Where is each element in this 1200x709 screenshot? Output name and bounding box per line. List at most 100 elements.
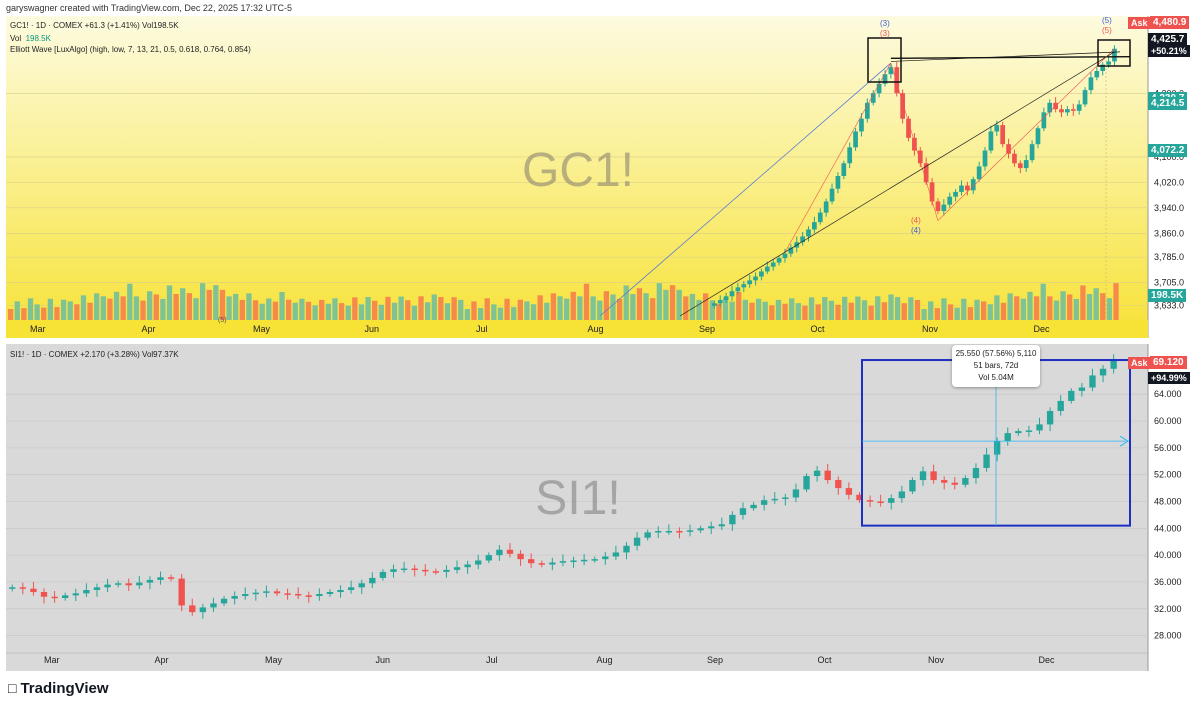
- silver-candle: [51, 596, 58, 599]
- silver-symbol-line[interactable]: SI1! · 1D · COMEX +2.170 (+3.28%) Vol97.…: [10, 350, 179, 359]
- gold-chart[interactable]: 4,300.04,100.04,020.03,940.03,860.03,785…: [0, 16, 1200, 338]
- gold-volume-bar: [279, 291, 285, 320]
- gold-volume-bar: [160, 298, 166, 320]
- silver-candle: [941, 480, 948, 483]
- silver-candle: [1015, 431, 1022, 434]
- silver-candle: [633, 537, 641, 546]
- gold-price-tag: 4,214.5: [1148, 97, 1188, 110]
- tradingview-brand[interactable]: □ TradingView: [8, 680, 109, 697]
- gold-volume-bar: [1093, 288, 1099, 320]
- measure-line-2: 51 bars, 72d: [973, 361, 1019, 370]
- gold-candle: [747, 280, 753, 285]
- gold-last-price: 4,425.7: [1148, 33, 1188, 46]
- gold-pct-change: +50.21%: [1148, 45, 1190, 57]
- gold-volume-bar: [34, 304, 40, 320]
- gold-x-tick-label: Jun: [365, 324, 380, 334]
- gold-volume-bar: [676, 289, 682, 320]
- silver-candle: [157, 577, 164, 580]
- gold-volume-bar: [517, 299, 523, 320]
- silver-candle: [443, 569, 450, 572]
- silver-candle: [411, 568, 418, 571]
- gold-vol-line: Vol 198.5K: [10, 34, 51, 43]
- gold-volume-bar: [259, 303, 265, 320]
- gold-candle: [994, 125, 1000, 132]
- wave4-blue-label: (4): [911, 226, 921, 235]
- silver-candle: [771, 498, 778, 501]
- gold-volume-bar: [762, 301, 768, 320]
- measure-arrow-head: [1119, 435, 1129, 447]
- gold-candle: [1059, 109, 1064, 113]
- silver-candle: [422, 569, 429, 572]
- gold-volume-bar: [643, 293, 649, 320]
- silver-candle: [782, 497, 789, 499]
- gold-candle: [776, 258, 782, 263]
- silver-candle: [1046, 410, 1054, 425]
- silver-ask-label: Ask: [1128, 357, 1151, 369]
- gold-volume-bar: [199, 283, 206, 320]
- gold-candle: [1035, 128, 1041, 145]
- silver-chart[interactable]: 64.000 60.000 56.000 52.000 48.000 44.000 40.0…: [0, 344, 1200, 671]
- silver-candle: [580, 559, 588, 562]
- gold-volume-bar: [451, 297, 457, 320]
- silver-candle: [993, 441, 1001, 455]
- gold-candle: [759, 271, 764, 277]
- gold-volume-bar: [603, 291, 610, 320]
- silver-candle: [326, 592, 334, 595]
- gold-watermark: GC1!: [522, 144, 634, 197]
- gold-vol-value: 198.5K: [25, 34, 51, 43]
- gold-candle: [823, 201, 829, 213]
- gold-volume-bar: [928, 301, 934, 320]
- gold-y-tick-label: 3,860.0: [1154, 228, 1184, 238]
- silver-candle: [1004, 433, 1011, 442]
- silver-candle: [792, 489, 800, 498]
- gold-volume-bar: [994, 295, 1000, 320]
- silver-candle: [538, 563, 545, 565]
- silver-x-tick-label: Oct: [818, 655, 833, 665]
- gold-symbol-line[interactable]: GC1! · 1D · COMEX +61.3 (+1.41%) Vol198.…: [10, 21, 179, 30]
- silver-x-tick-label: Dec: [1039, 655, 1056, 665]
- silver-x-tick-label: Apr: [155, 655, 169, 665]
- gold-candle: [870, 93, 876, 103]
- silver-candle: [962, 478, 969, 485]
- gold-volume-bar: [703, 293, 709, 320]
- gold-x-tick-label: Aug: [588, 324, 604, 334]
- gold-candle: [1017, 163, 1023, 169]
- silver-candle: [813, 470, 821, 477]
- gold-volume-bar: [438, 297, 444, 320]
- gold-volume-bar: [954, 307, 960, 320]
- wave-line-red: [784, 62, 892, 253]
- silver-candle: [305, 595, 312, 597]
- gold-candle: [888, 67, 894, 75]
- silver-candle: [189, 605, 196, 613]
- gold-volume-bar: [193, 298, 199, 320]
- silver-candle: [390, 569, 397, 572]
- silver-y-tick-label: 32.000: [1154, 604, 1182, 614]
- gold-volume-bar: [497, 307, 504, 320]
- gold-volume-bar: [299, 298, 305, 320]
- measure-line-3: Vol 5.04M: [978, 373, 1014, 382]
- gold-volume-bar: [875, 296, 881, 320]
- gold-volume-bar: [583, 283, 590, 320]
- gold-volume-bar: [305, 301, 312, 320]
- gold-volume-bar: [934, 308, 940, 320]
- gold-candle: [929, 182, 935, 202]
- gold-candle: [894, 67, 900, 94]
- gold-volume-bar: [1027, 291, 1033, 320]
- gold-x-tick-label: Jul: [476, 324, 488, 334]
- gold-candle: [1029, 144, 1035, 161]
- gold-volume-bar: [683, 296, 689, 320]
- gold-volume-bar: [444, 303, 451, 320]
- gold-volume-bar: [842, 296, 848, 320]
- elliott-wave-indicator-line[interactable]: Elliott Wave [LuxAlgo] (high, low, 7, 13…: [10, 45, 251, 54]
- silver-candle: [178, 578, 185, 606]
- gold-volume-bar: [286, 299, 292, 320]
- gold-volume-bar: [802, 305, 808, 320]
- gold-volume-bar: [464, 309, 471, 320]
- gold-volume-bar: [54, 307, 60, 320]
- gold-candle: [1088, 77, 1094, 91]
- gold-chart-background: [6, 16, 1148, 338]
- gold-candle: [1082, 90, 1088, 105]
- silver-candle: [856, 494, 863, 501]
- silver-y-tick-label: 48.000: [1154, 497, 1182, 507]
- silver-x-tick-label: Sep: [707, 655, 723, 665]
